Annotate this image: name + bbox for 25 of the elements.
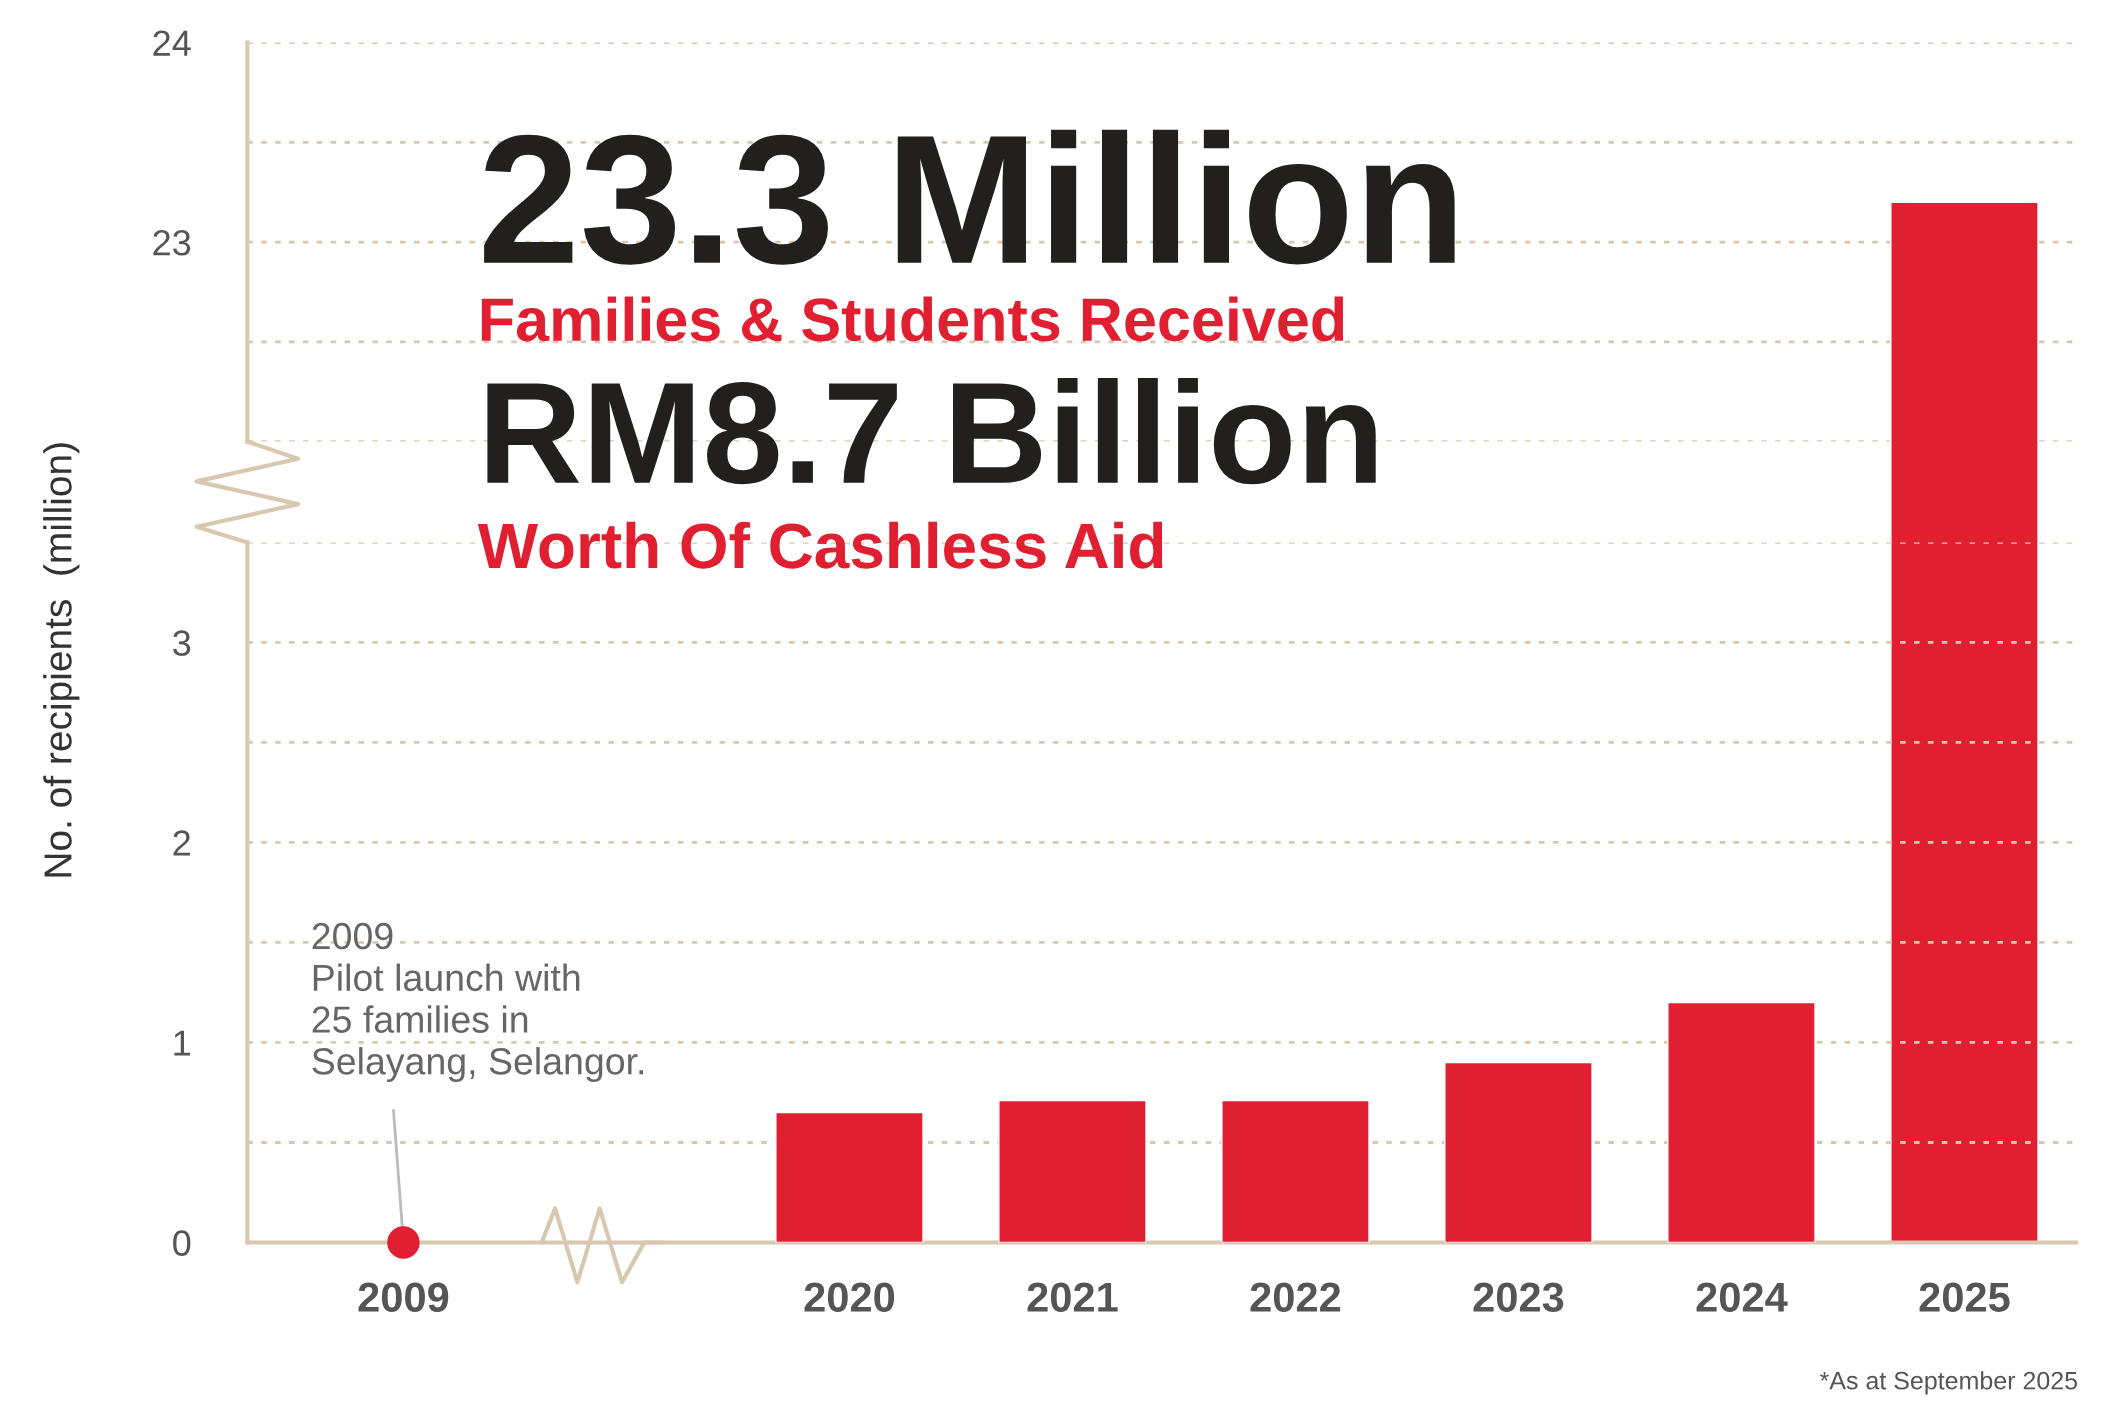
bar: [1444, 1061, 1593, 1243]
y-tick-label: 23: [153, 229, 191, 256]
annotation: Families & Students Received: [481, 296, 1344, 342]
annotation: 2009 Pilot launch with 25 families in Selayang, Selangor.: [312, 922, 644, 1083]
y-tick-label: 2: [173, 830, 190, 856]
x-tick-label: 2024: [1696, 1282, 1788, 1312]
y-tick-label: 24: [153, 30, 191, 56]
y-tick-label: 3: [173, 630, 191, 656]
x-tick-label: 2023: [1473, 1282, 1564, 1313]
x-tick-label: 2022: [1250, 1282, 1341, 1312]
x-tick-label: 2009: [358, 1282, 449, 1312]
annotation: 23.3 Million: [484, 129, 1455, 265]
x-tick-label: 2025: [1919, 1282, 2010, 1312]
bar: [1221, 1099, 1370, 1243]
bar: [1667, 1001, 1816, 1243]
annotation: RM8.7 Billion: [487, 378, 1376, 485]
y-tick-label: 0: [173, 1230, 191, 1256]
x-tick-label: 2020: [804, 1282, 895, 1312]
text: *As at September 2025: [1819, 1371, 2078, 1395]
annotation: Worth Of Cashless Aid: [477, 521, 1163, 569]
x-tick-label: 2021: [1027, 1282, 1118, 1312]
bar: [998, 1099, 1147, 1243]
y-axis-title: No. of recipients (million): [43, 443, 80, 877]
bar: [775, 1111, 924, 1243]
y-tick-label: 1: [174, 1030, 191, 1056]
